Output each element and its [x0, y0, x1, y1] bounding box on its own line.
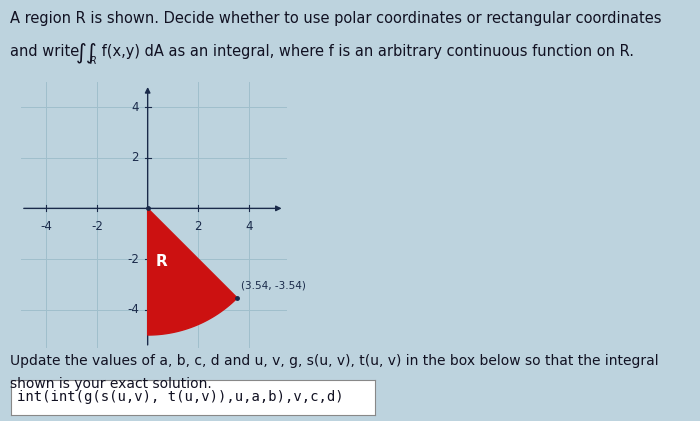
Text: (3.54, -3.54): (3.54, -3.54) [241, 280, 306, 290]
Text: Update the values of a, b, c, d and u, v, g, s(u, v), t(u, v) in the box below s: Update the values of a, b, c, d and u, v… [10, 354, 659, 368]
Text: f(x,y) dA as an integral, where f is an arbitrary continuous function on R.: f(x,y) dA as an integral, where f is an … [97, 44, 634, 59]
Text: int(int(g(s(u,v), t(u,v)),u,a,b),v,c,d): int(int(g(s(u,v), t(u,v)),u,a,b),v,c,d) [17, 390, 344, 405]
Text: -2: -2 [91, 220, 103, 233]
Text: and write: and write [10, 44, 85, 59]
Text: R: R [90, 56, 97, 66]
Polygon shape [148, 208, 237, 335]
Text: 2: 2 [195, 220, 202, 233]
Text: 2: 2 [132, 151, 139, 164]
Text: -2: -2 [127, 253, 139, 266]
Text: R: R [156, 253, 168, 269]
Text: ∫∫: ∫∫ [76, 42, 97, 63]
Text: -4: -4 [41, 220, 52, 233]
Text: 4: 4 [132, 101, 139, 114]
Text: A region R is shown. Decide whether to use polar coordinates or rectangular coor: A region R is shown. Decide whether to u… [10, 11, 662, 26]
Text: 4: 4 [245, 220, 253, 233]
Text: shown is your exact solution.: shown is your exact solution. [10, 377, 212, 391]
Text: -4: -4 [127, 303, 139, 316]
